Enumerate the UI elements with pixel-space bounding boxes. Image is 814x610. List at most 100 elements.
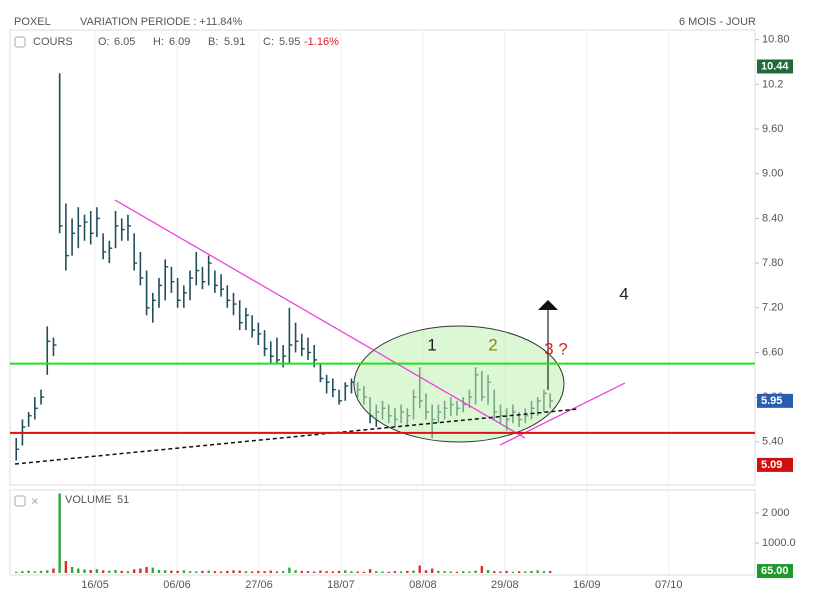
trend-line: [114, 199, 526, 439]
y-tick-label: 10.2: [762, 78, 783, 90]
y-tick-label: 7.20: [762, 302, 783, 314]
volume-bar: [83, 569, 86, 573]
volume-bar: [424, 570, 428, 573]
volume-bar: [207, 570, 210, 573]
volume-bar: [462, 571, 465, 573]
volume-bar: [455, 571, 459, 573]
annotation: 2: [488, 335, 497, 354]
volume-bar: [412, 570, 415, 573]
volume-bar: [201, 570, 204, 573]
price-panel: [9, 29, 756, 486]
volume-bar: [505, 570, 508, 573]
volume-bar: [15, 571, 18, 573]
volume-bar: [232, 570, 235, 573]
volume-bar: [257, 570, 260, 573]
volume-bar: [170, 570, 173, 573]
volume-bar: [449, 571, 452, 573]
quote-value: 6.05: [114, 36, 135, 48]
y-tick-label: 5.40: [762, 436, 783, 448]
settings-icon[interactable]: [14, 495, 26, 507]
volume-bar: [52, 568, 55, 573]
close-icon[interactable]: ×: [31, 493, 39, 508]
volume-bar: [406, 570, 409, 573]
volume-bar: [39, 570, 43, 573]
volume-bar: [139, 568, 142, 573]
settings-icon[interactable]: [14, 36, 26, 48]
change: -1.16%: [304, 36, 339, 48]
volume-bar: [58, 493, 61, 573]
annotation: 1: [427, 335, 436, 354]
volume-bar: [294, 570, 297, 573]
quote-value: 5.95: [279, 36, 300, 48]
volume-bar: [319, 570, 322, 573]
volume-bar: [27, 570, 30, 573]
volume-bar: [393, 571, 397, 573]
volume-bar: [300, 570, 303, 573]
volume-bar: [548, 571, 552, 573]
volume-bar: [325, 571, 328, 573]
price-tag-label: 5.95: [761, 395, 782, 407]
y-tick-label: 1000.0: [762, 537, 796, 549]
period: 6 MOIS - JOUR: [679, 16, 756, 28]
y-tick-label: 2 000: [762, 507, 790, 519]
volume-bar: [77, 568, 80, 573]
x-tick-label: 29/08: [491, 579, 519, 591]
volume-bar: [337, 570, 341, 573]
support-line: [14, 408, 579, 465]
chart-subtitle: VARIATION PERIODE : +11.84%: [80, 16, 243, 28]
volume-bar: [101, 570, 105, 573]
volume-bar: [375, 571, 378, 573]
volume-bar: [64, 561, 68, 573]
volume-bar: [108, 570, 111, 573]
x-tick-label: 16/05: [81, 579, 109, 591]
quote-value: 6.09: [169, 36, 190, 48]
annotation: 3 ?: [544, 339, 568, 358]
volume-bar: [269, 570, 272, 573]
volume-bar: [238, 570, 241, 573]
volume-bar: [250, 571, 254, 573]
volume-bar: [486, 570, 490, 573]
volume-bar: [126, 571, 130, 573]
volume-bar: [356, 571, 359, 573]
trend-line: [499, 382, 626, 446]
volume-bar: [46, 570, 49, 573]
volume-subtitle: 51: [117, 494, 129, 506]
volume-bar: [536, 570, 539, 573]
volume-bar: [176, 570, 179, 573]
overlay: 10.44 5.95 5.09 65.00 1 2 3 ? 4: [10, 59, 793, 579]
volume-bar: [114, 570, 117, 573]
series-label: COURS: [33, 36, 73, 48]
volume-bar: [275, 571, 279, 573]
volume-tag-label: 65.00: [761, 565, 789, 577]
price-tag-label: 10.44: [761, 60, 789, 72]
volume-bar: [474, 570, 477, 573]
quote-label: C:: [263, 36, 274, 48]
volume-bar: [468, 571, 471, 573]
volume-bar: [499, 571, 502, 573]
quote-label: O:: [98, 36, 110, 48]
volume-bar: [530, 570, 533, 573]
y-tick-label: 8.40: [762, 212, 783, 224]
x-tick-label: 18/07: [327, 579, 355, 591]
volume-bar: [387, 571, 390, 573]
volume-bar: [437, 570, 440, 573]
y-tick-label: 9.60: [762, 123, 783, 135]
volume-bar: [281, 571, 285, 573]
volume-bar: [157, 570, 161, 573]
annotation: 4: [619, 284, 628, 303]
volume-bar: [418, 565, 421, 573]
quote-label: H:: [153, 36, 164, 48]
volume-bar: [288, 567, 291, 573]
volume-panel: [9, 489, 756, 576]
price-tag-label: 5.09: [761, 459, 782, 471]
volume-bar: [89, 570, 92, 573]
volume-bar: [95, 569, 99, 573]
price-tag: [757, 59, 793, 74]
volume-bar: [132, 569, 136, 573]
volume-bar: [263, 571, 266, 573]
volume-bar: [188, 571, 192, 573]
volume-bar: [120, 570, 123, 573]
volume-title: VOLUME: [65, 494, 111, 506]
